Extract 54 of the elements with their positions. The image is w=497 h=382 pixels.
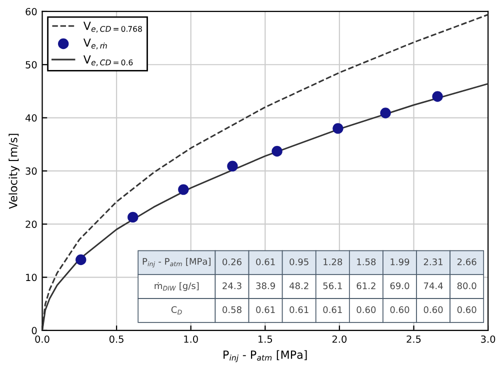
y-tick-label: 10	[26, 274, 37, 282]
point	[380, 108, 391, 118]
annotation: 74.4	[424, 282, 443, 290]
annotation: 0.60	[424, 306, 443, 314]
annotation: 56.1	[323, 282, 342, 290]
legend-label: V$_{e,C̄D=0.6}$	[83, 55, 133, 66]
annotation: 0.61	[323, 306, 342, 314]
point	[76, 254, 86, 266]
annotation: 2.66	[457, 258, 476, 266]
annotation: 61.2	[356, 282, 376, 290]
annotation: P$_{inj}$ - P$_{atm}$ [MPa]	[142, 258, 210, 268]
point	[128, 212, 138, 223]
annotation: 0.60	[457, 306, 476, 314]
x-tick-label: 2.0	[332, 335, 347, 343]
annotation: 0.61	[256, 258, 275, 266]
y-tick-label: 60	[26, 8, 37, 16]
y-tick-label: 30	[26, 167, 37, 175]
x-tick-label: 3.0	[481, 335, 496, 343]
y-axis-title: Velocity [m/s]	[8, 134, 20, 209]
annotation: ṁ$_{DIW}$ [g/s]	[154, 282, 199, 291]
annotation: 80.0	[457, 282, 476, 290]
annotation: 0.60	[356, 306, 376, 314]
annotation: 1.99	[390, 258, 410, 266]
point	[227, 160, 238, 172]
point	[178, 184, 189, 195]
annotation: 0.58	[222, 306, 242, 314]
x-tick-label: 0.0	[35, 335, 50, 343]
annotation: 0.26	[222, 258, 242, 266]
annotation: 1.28	[324, 258, 342, 266]
point	[432, 91, 443, 102]
annotation: 2.31	[424, 258, 442, 266]
annotation: 48.2	[289, 282, 308, 290]
x-axis-title: P$_{inj}$ - P$_{atm}$ [MPa]	[224, 350, 307, 362]
annotation: 24.3	[222, 282, 242, 290]
point	[332, 123, 344, 134]
x-tick-label: 1.0	[184, 335, 198, 343]
x-tick-label: 1.5	[258, 336, 272, 343]
legend-label: V$_{e,ṁ}$	[83, 38, 107, 50]
annotation: 0.95	[290, 258, 308, 266]
y-tick-label: 0	[32, 326, 37, 334]
y-tick-label: 40	[25, 114, 37, 122]
annotation: 0.60	[390, 306, 410, 314]
x-tick-label: 2.5	[406, 335, 421, 343]
annotation: C$_{D}$	[171, 306, 182, 314]
x-tick-label: 0.5	[109, 335, 124, 343]
y-tick-label: 50	[26, 61, 37, 68]
annotation: 69.0	[390, 282, 410, 290]
legend-label: V$_{e,CD=0.768}$	[83, 22, 142, 33]
y-tick-label: 20	[26, 220, 37, 228]
annotation: 0.61	[256, 306, 275, 314]
annotation: 38.9	[256, 282, 275, 290]
point	[272, 146, 282, 157]
annotation: 0.61	[290, 306, 308, 314]
annotation: 1.58	[357, 258, 376, 266]
